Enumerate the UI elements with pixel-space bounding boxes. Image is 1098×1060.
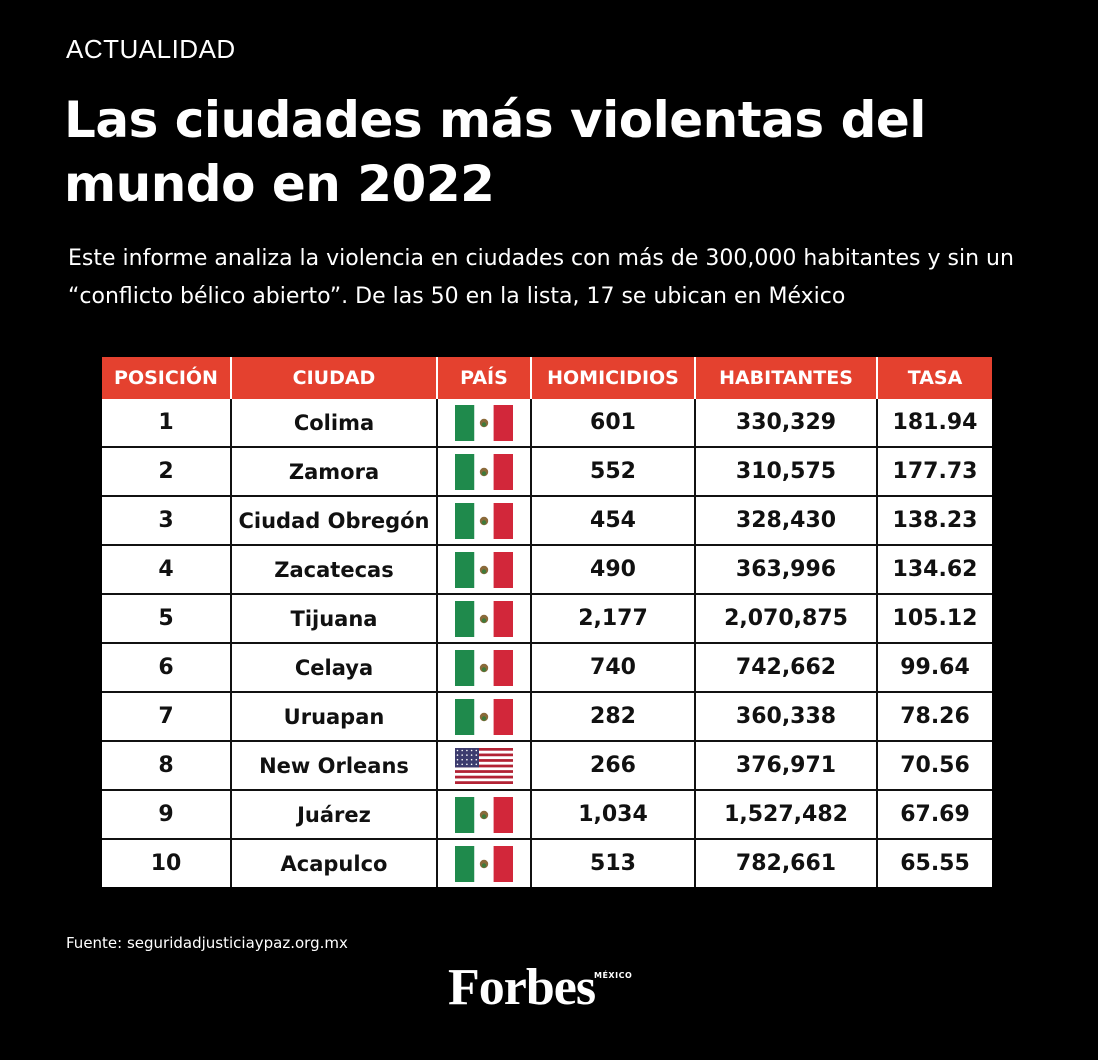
table-row: 10 Acapulco 513 782,661 65.55	[102, 838, 992, 887]
cell-homicides: 552	[531, 446, 696, 496]
mexico-flag-icon	[455, 649, 513, 686]
usa-flag-icon	[455, 747, 513, 784]
cell-rate: 70.56	[877, 740, 992, 790]
table-row: 4 Zacatecas 490 363,996 134.62	[102, 544, 992, 594]
header-rate: TASA	[877, 357, 992, 399]
cell-country	[437, 495, 532, 545]
table-row: 6 Celaya 740 742,662 99.64	[102, 642, 992, 692]
cell-homicides: 513	[531, 838, 696, 887]
cell-position: 9	[102, 789, 232, 839]
cell-position: 3	[102, 495, 232, 545]
cell-population: 310,575	[695, 446, 878, 496]
cell-homicides: 2,177	[531, 593, 696, 643]
ranking-table-container: POSICIÓN CIUDAD PAÍS HOMICIDIOS HABITANT…	[102, 357, 992, 887]
cell-population: 376,971	[695, 740, 878, 790]
page-title: Las ciudades más violentas del mundo en …	[64, 91, 926, 213]
cell-position: 4	[102, 544, 232, 594]
table-row: 7 Uruapan 282 360,338 78.26	[102, 691, 992, 741]
cell-position: 8	[102, 740, 232, 790]
cell-city: New Orleans	[231, 740, 438, 790]
cell-city: Acapulco	[231, 838, 438, 887]
table-row: 2 Zamora 552 310,575 177.73	[102, 446, 992, 496]
cell-city: Ciudad Obregón	[231, 495, 438, 545]
table-row: 8 New Orleans 266 376,971 70.56	[102, 740, 992, 790]
section-label: ACTUALIDAD	[66, 34, 236, 64]
mexico-flag-icon	[455, 796, 513, 833]
source-note: Fuente: seguridadjusticiaypaz.org.mx	[66, 934, 348, 952]
cell-rate: 99.64	[877, 642, 992, 692]
cell-position: 1	[102, 399, 232, 447]
cell-city: Uruapan	[231, 691, 438, 741]
ranking-table: POSICIÓN CIUDAD PAÍS HOMICIDIOS HABITANT…	[102, 357, 992, 887]
cell-country	[437, 399, 532, 447]
table-body: 1 Colima 601 330,329 181.94 2 Zamora 552 310,575…	[102, 399, 992, 887]
table-row: 5 Tijuana 2,177 2,070,875 105.12	[102, 593, 992, 643]
cell-position: 6	[102, 642, 232, 692]
cell-population: 1,527,482	[695, 789, 878, 839]
mexico-flag-icon	[455, 845, 513, 882]
cell-rate: 138.23	[877, 495, 992, 545]
cell-homicides: 454	[531, 495, 696, 545]
header-city: CIUDAD	[231, 357, 438, 399]
header-position: POSICIÓN	[102, 357, 232, 399]
cell-rate: 65.55	[877, 838, 992, 887]
cell-homicides: 740	[531, 642, 696, 692]
mexico-flag-icon	[455, 698, 513, 735]
cell-rate: 177.73	[877, 446, 992, 496]
mexico-flag-icon	[455, 600, 513, 637]
cell-population: 742,662	[695, 642, 878, 692]
header-homicides: HOMICIDIOS	[531, 357, 696, 399]
cell-rate: 181.94	[892, 410, 978, 435]
cell-city: Celaya	[231, 642, 438, 692]
cell-country	[437, 593, 532, 643]
cell-city: Zamora	[231, 446, 438, 496]
table-row: 1 Colima 601 330,329 181.94	[102, 399, 992, 447]
brand-logo: Forbes	[448, 959, 596, 1016]
cell-rate: 134.62	[877, 544, 992, 594]
mexico-flag-icon	[455, 453, 513, 490]
cell-position: 5	[102, 593, 232, 643]
cell-rate: 67.69	[877, 789, 992, 839]
cell-population: 330,329	[695, 399, 878, 447]
cell-rate: 78.26	[877, 691, 992, 741]
table-row: 3 Ciudad Obregón 454 328,430 138.23	[102, 495, 992, 545]
mexico-flag-icon	[455, 404, 513, 441]
cell-population: 328,430	[695, 495, 878, 545]
cell-population: 360,338	[695, 691, 878, 741]
cell-population: 363,996	[695, 544, 878, 594]
cell-position: 2	[102, 446, 232, 496]
header-population: HABITANTES	[695, 357, 878, 399]
cell-homicides: 601	[531, 399, 696, 447]
table-row: 9 Juárez 1,034 1,527,482 67.69	[102, 789, 992, 839]
cell-city: Tijuana	[231, 593, 438, 643]
cell-population: 782,661	[695, 838, 878, 887]
cell-homicides: 282	[531, 691, 696, 741]
mexico-flag-icon	[455, 551, 513, 588]
intro-text: Este informe analiza la violencia en ciu…	[68, 246, 1014, 309]
cell-country	[437, 740, 532, 790]
cell-country	[437, 446, 532, 496]
brand-edition: MÉXICO	[594, 971, 633, 980]
cell-city: Juárez	[231, 789, 438, 839]
cell-city: Colima	[231, 399, 438, 447]
cell-city: Zacatecas	[231, 544, 438, 594]
cell-country	[437, 691, 532, 741]
cell-position: 7	[102, 691, 232, 741]
cell-population: 2,070,875	[695, 593, 878, 643]
cell-homicides: 1,034	[531, 789, 696, 839]
table-header-row: POSICIÓN CIUDAD PAÍS HOMICIDIOS HABITANT…	[102, 357, 992, 399]
header-country: PAÍS	[437, 357, 532, 399]
cell-position: 10	[102, 838, 232, 887]
cell-homicides: 266	[531, 740, 696, 790]
cell-rate: 105.12	[877, 593, 992, 643]
mexico-flag-icon	[455, 502, 513, 539]
cell-country	[437, 642, 532, 692]
cell-country	[437, 789, 532, 839]
cell-country	[437, 544, 532, 594]
cell-country	[437, 838, 532, 887]
cell-homicides: 490	[531, 544, 696, 594]
